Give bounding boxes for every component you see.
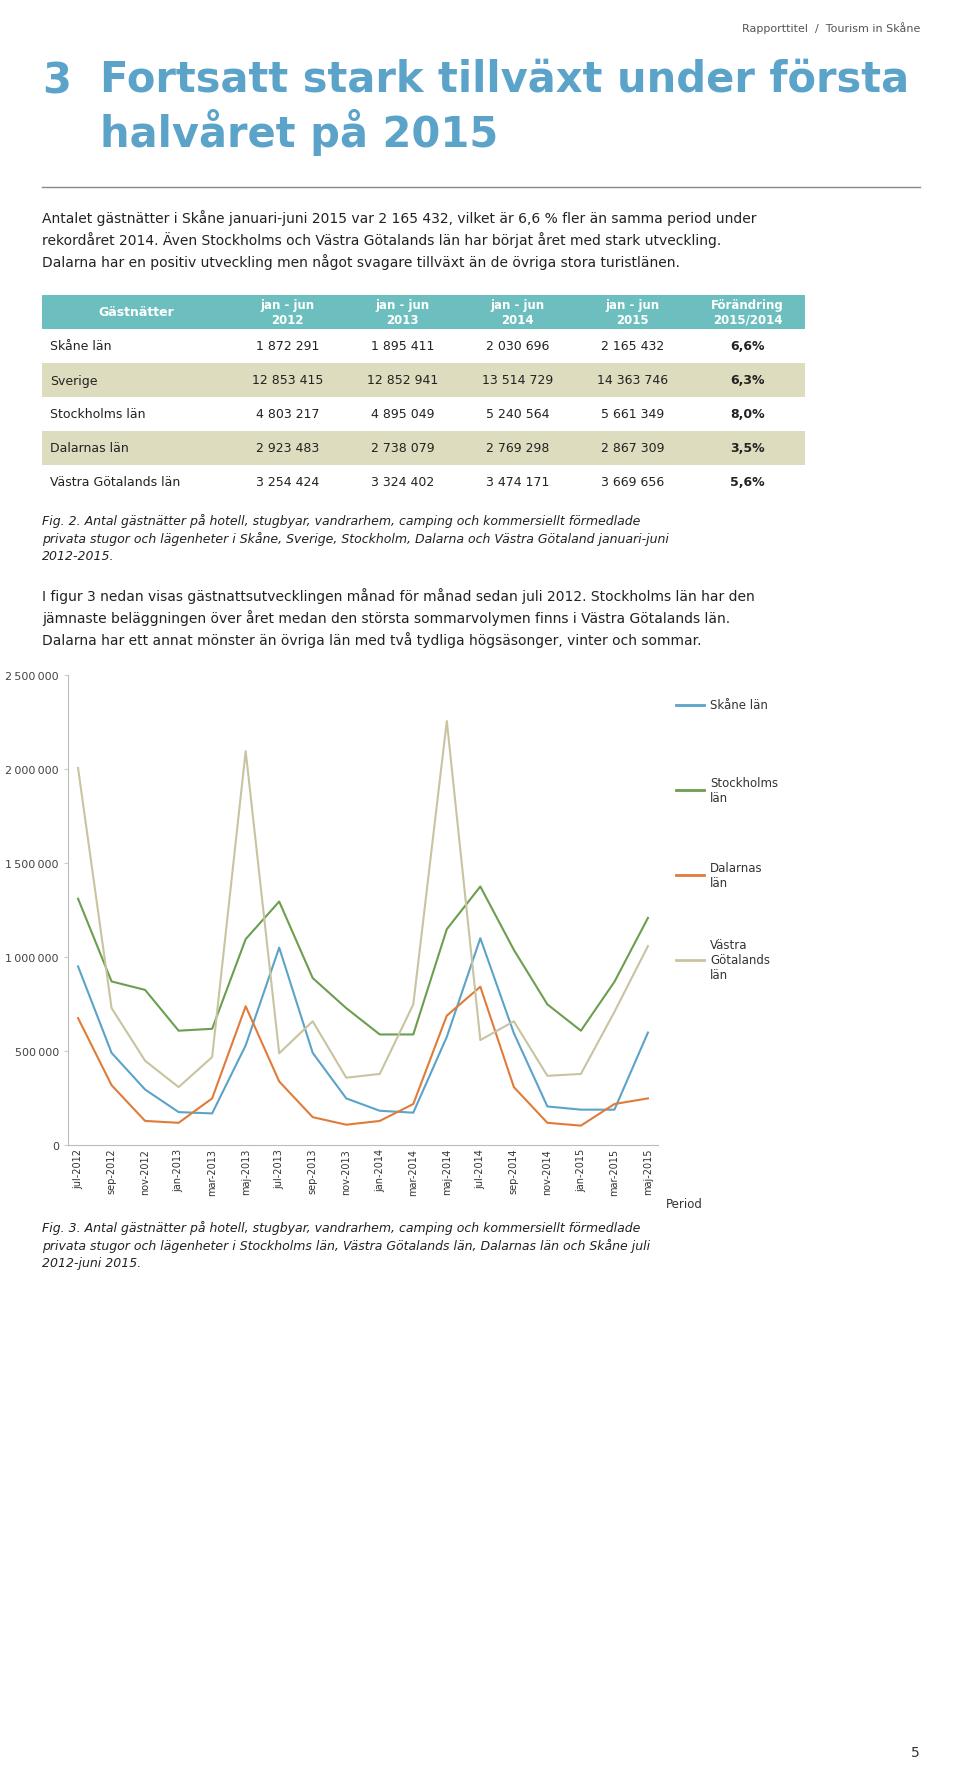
Bar — [42, 363, 805, 397]
Text: 3 254 424: 3 254 424 — [256, 477, 319, 490]
Text: Antalet gästnätter i Skåne januari-juni 2015 var 2 165 432, vilket är 6,6 % fler: Antalet gästnätter i Skåne januari-juni … — [42, 210, 756, 226]
Text: Fig. 3. Antal gästnätter på hotell, stugbyar, vandrarhem, camping och kommersiel: Fig. 3. Antal gästnätter på hotell, stug… — [42, 1221, 640, 1234]
Text: Stockholms
län: Stockholms län — [710, 776, 779, 805]
Text: Stockholms län: Stockholms län — [50, 408, 146, 422]
Text: 2 165 432: 2 165 432 — [601, 340, 664, 352]
Text: 5,6%: 5,6% — [731, 477, 765, 490]
Text: 2 923 483: 2 923 483 — [256, 441, 319, 456]
Text: jan - jun
2012: jan - jun 2012 — [260, 299, 315, 326]
Bar — [42, 433, 805, 466]
Text: Fortsatt stark tillväxt under första
halvåret på 2015: Fortsatt stark tillväxt under första hal… — [100, 59, 909, 157]
Text: 1 895 411: 1 895 411 — [371, 340, 434, 352]
Text: 5 240 564: 5 240 564 — [486, 408, 549, 422]
Text: jan - jun
2013: jan - jun 2013 — [375, 299, 429, 326]
Text: privata stugor och lägenheter i Stockholms län, Västra Götalands län, Dalarnas l: privata stugor och lägenheter i Stockhol… — [42, 1239, 650, 1253]
Text: 2 867 309: 2 867 309 — [601, 441, 664, 456]
Text: 12 853 415: 12 853 415 — [252, 374, 324, 388]
Text: 3,5%: 3,5% — [731, 441, 765, 456]
Text: 5 661 349: 5 661 349 — [601, 408, 664, 422]
Text: Dalarna har en positiv utveckling men något svagare tillväxt än de övriga stora : Dalarna har en positiv utveckling men nå… — [42, 255, 680, 271]
Text: Gästnätter: Gästnätter — [98, 306, 174, 319]
Text: Dalarnas län: Dalarnas län — [50, 441, 129, 456]
Text: 2 738 079: 2 738 079 — [371, 441, 434, 456]
Bar — [42, 397, 805, 433]
Text: 14 363 746: 14 363 746 — [597, 374, 668, 388]
Text: Skåne län: Skåne län — [710, 700, 768, 712]
Text: Västra
Götalands
län: Västra Götalands län — [710, 940, 770, 983]
Text: rekordåret 2014. Även Stockholms och Västra Götalands län har börjat året med st: rekordåret 2014. Även Stockholms och Väs… — [42, 231, 721, 247]
Text: Dalarnas
län: Dalarnas län — [710, 862, 762, 890]
Text: 3 474 171: 3 474 171 — [486, 477, 549, 490]
Text: Förändring
2015/2014: Förändring 2015/2014 — [711, 299, 784, 326]
Text: 13 514 729: 13 514 729 — [482, 374, 553, 388]
Text: 3 324 402: 3 324 402 — [371, 477, 434, 490]
Text: 6,6%: 6,6% — [731, 340, 765, 352]
Text: 4 803 217: 4 803 217 — [255, 408, 320, 422]
Text: privata stugor och lägenheter i Skåne, Sverige, Stockholm, Dalarna och Västra Gö: privata stugor och lägenheter i Skåne, S… — [42, 532, 669, 546]
Text: I figur 3 nedan visas gästnattsutvecklingen månad för månad sedan juli 2012. Sto: I figur 3 nedan visas gästnattsutvecklin… — [42, 587, 755, 603]
Text: 3 669 656: 3 669 656 — [601, 477, 664, 490]
Text: Västra Götalands län: Västra Götalands län — [50, 477, 180, 490]
Bar — [42, 466, 805, 500]
Text: Fig. 2. Antal gästnätter på hotell, stugbyar, vandrarhem, camping och kommersiel: Fig. 2. Antal gästnätter på hotell, stug… — [42, 514, 640, 527]
Text: 12 852 941: 12 852 941 — [367, 374, 438, 388]
Text: jämnaste beläggningen över året medan den största sommarvolymen finns i Västra G: jämnaste beläggningen över året medan de… — [42, 611, 731, 625]
Text: jan - jun
2014: jan - jun 2014 — [491, 299, 544, 326]
Text: 2012-2015.: 2012-2015. — [42, 550, 114, 562]
Text: 2 769 298: 2 769 298 — [486, 441, 549, 456]
Text: 5: 5 — [911, 1744, 920, 1759]
Bar — [42, 295, 805, 329]
Text: jan - jun
2015: jan - jun 2015 — [606, 299, 660, 326]
Text: 4 895 049: 4 895 049 — [371, 408, 434, 422]
Text: 1 872 291: 1 872 291 — [255, 340, 319, 352]
Text: Dalarna har ett annat mönster än övriga län med två tydliga högsäsonger, vinter : Dalarna har ett annat mönster än övriga … — [42, 632, 702, 648]
Text: 2 030 696: 2 030 696 — [486, 340, 549, 352]
Bar — [42, 329, 805, 363]
Text: Period: Period — [666, 1198, 703, 1210]
Text: 3: 3 — [42, 61, 71, 101]
Text: Rapporttitel  /  Tourism in Skåne: Rapporttitel / Tourism in Skåne — [742, 21, 920, 34]
Text: 6,3%: 6,3% — [731, 374, 765, 388]
Text: 8,0%: 8,0% — [731, 408, 765, 422]
Text: Sverige: Sverige — [50, 374, 98, 388]
Text: 2012-juni 2015.: 2012-juni 2015. — [42, 1257, 141, 1269]
Text: Skåne län: Skåne län — [50, 340, 111, 352]
